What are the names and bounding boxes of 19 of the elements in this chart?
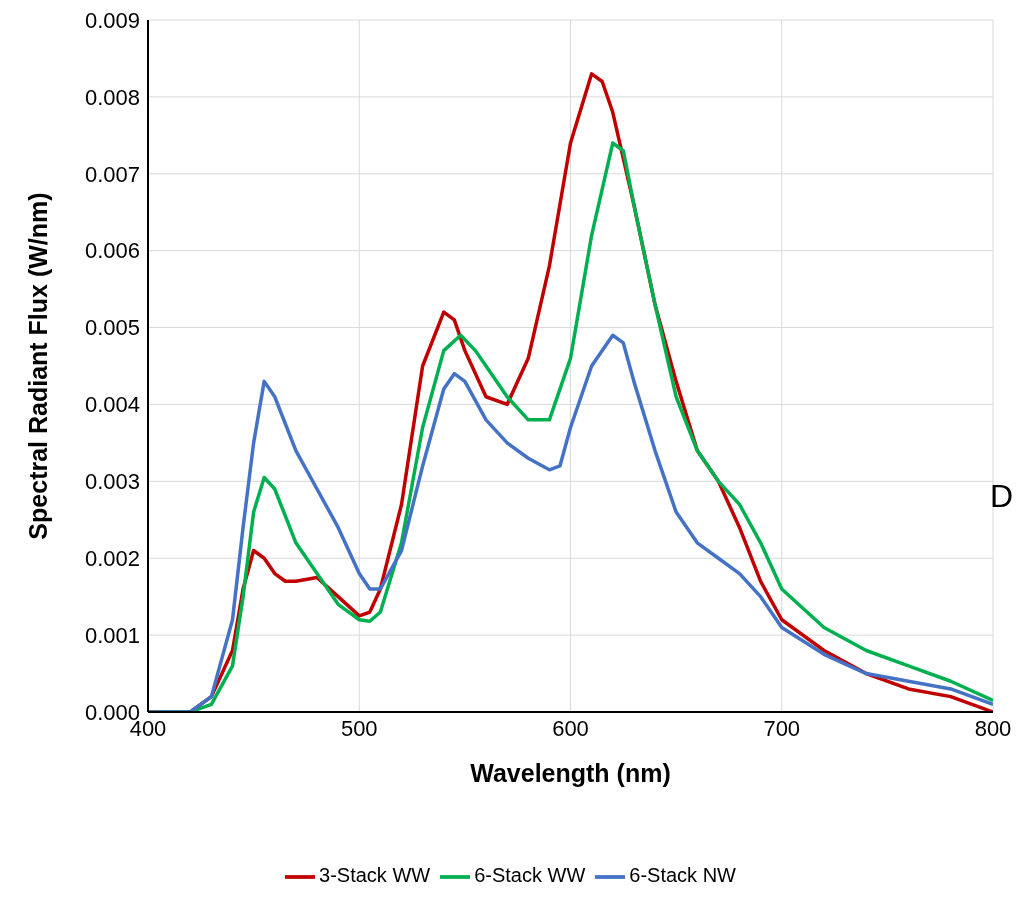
y-tick-label: 0.005 xyxy=(84,315,140,341)
y-axis-title: Spectral Radiant Flux (W/nm) xyxy=(23,192,52,540)
y-tick-label: 0.002 xyxy=(84,546,140,572)
x-tick-label: 800 xyxy=(974,715,1012,741)
x-tick-label: 500 xyxy=(340,715,378,741)
y-tick-label: 0.008 xyxy=(84,84,140,110)
x-axis-title: Wavelength (nm) xyxy=(470,759,671,787)
annotation: D xyxy=(989,478,1013,515)
y-tick-label: 0.007 xyxy=(84,161,140,187)
y-tick-label: 0.001 xyxy=(84,622,140,648)
x-tick-label: 600 xyxy=(552,715,589,741)
x-tick-label: 700 xyxy=(763,715,801,741)
legend-label: 6-Stack WW xyxy=(474,864,586,887)
y-tick-label: 0.009 xyxy=(84,7,140,33)
legend-label: 6-Stack NW xyxy=(629,864,736,887)
y-tick-label: 0.004 xyxy=(84,392,140,418)
y-tick-label: 0.006 xyxy=(84,238,140,264)
y-tick-label: 0.003 xyxy=(84,469,140,495)
legend-label: 3-Stack WW xyxy=(319,864,431,887)
